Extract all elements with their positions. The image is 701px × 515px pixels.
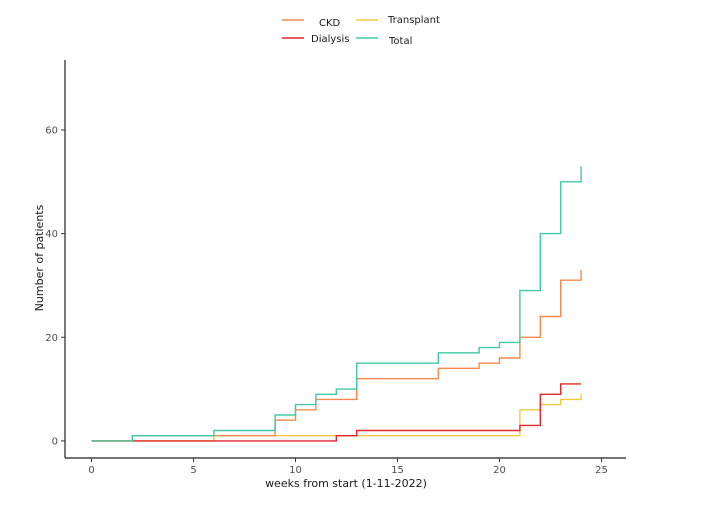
legend-label-dialysis: Dialysis xyxy=(311,34,350,45)
x-tick-label: 10 xyxy=(289,465,302,476)
ticks-layer: 0 5 10 15 20 25 0 20 40 60 xyxy=(45,125,608,476)
y-axis-title: Number of patients xyxy=(33,204,46,311)
x-tick-label: 20 xyxy=(493,465,506,476)
x-axis-title: weeks from start (1-11-2022) xyxy=(265,477,427,490)
legend-label-transplant: Transplant xyxy=(387,15,440,26)
series-line-transplant xyxy=(91,394,582,442)
x-tick-label: 0 xyxy=(88,465,94,476)
x-tick-label: 5 xyxy=(190,465,196,476)
legend-label-ckd: CKD xyxy=(319,18,341,29)
y-tick-label: 20 xyxy=(45,333,58,344)
series-line-dialysis xyxy=(91,383,582,442)
y-tick-label: 0 xyxy=(52,436,58,447)
series-line-ckd xyxy=(91,269,582,442)
axes-layer xyxy=(64,60,626,459)
x-tick-label: 15 xyxy=(391,465,404,476)
y-tick-label: 40 xyxy=(45,229,58,240)
series-layer xyxy=(91,166,582,442)
series-line-total xyxy=(91,166,582,442)
x-tick-label: 25 xyxy=(595,465,608,476)
legend: CKD Transplant Dialysis Total xyxy=(282,15,440,47)
y-tick-label: 60 xyxy=(45,125,58,136)
legend-label-total: Total xyxy=(388,36,412,47)
